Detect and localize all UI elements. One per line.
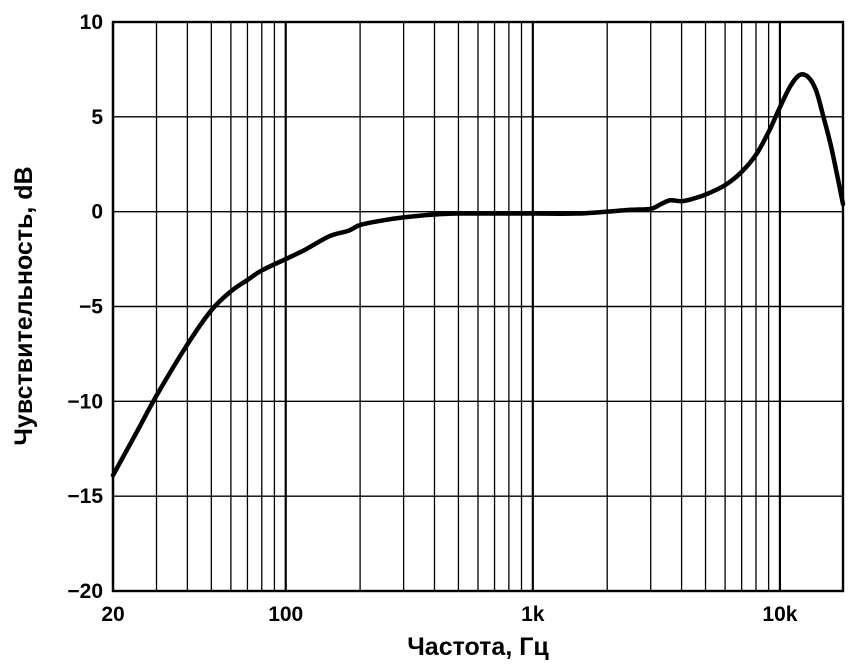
x-tick-label: 10k [762, 603, 797, 626]
plot-border [111, 20, 845, 593]
plot-frame [111, 20, 845, 593]
x-tick-label: 1k [521, 603, 545, 626]
y-tick-label: −5 [79, 296, 103, 319]
y-tick-label: −20 [67, 580, 103, 603]
grid [111, 21, 843, 592]
series-layer [110, 72, 846, 478]
x-axis-title: Частота, Гц [407, 633, 549, 661]
y-tick-label: 0 [91, 201, 103, 224]
y-tick-label: 5 [91, 106, 103, 129]
y-tick-label: −15 [67, 485, 103, 508]
x-tick-labels: 20 100 1k 10k [101, 603, 797, 626]
y-tick-labels: 10 5 0 −5 −10 −15 −20 [67, 11, 103, 603]
y-axis-title: Чувствительность, dB [10, 166, 38, 445]
x-tick-label: 20 [101, 603, 124, 626]
y-tick-label: 10 [80, 11, 103, 34]
y-tick-label: −10 [67, 390, 103, 413]
x-tick-label: 100 [268, 603, 303, 626]
sensitivity-curve [110, 72, 846, 478]
